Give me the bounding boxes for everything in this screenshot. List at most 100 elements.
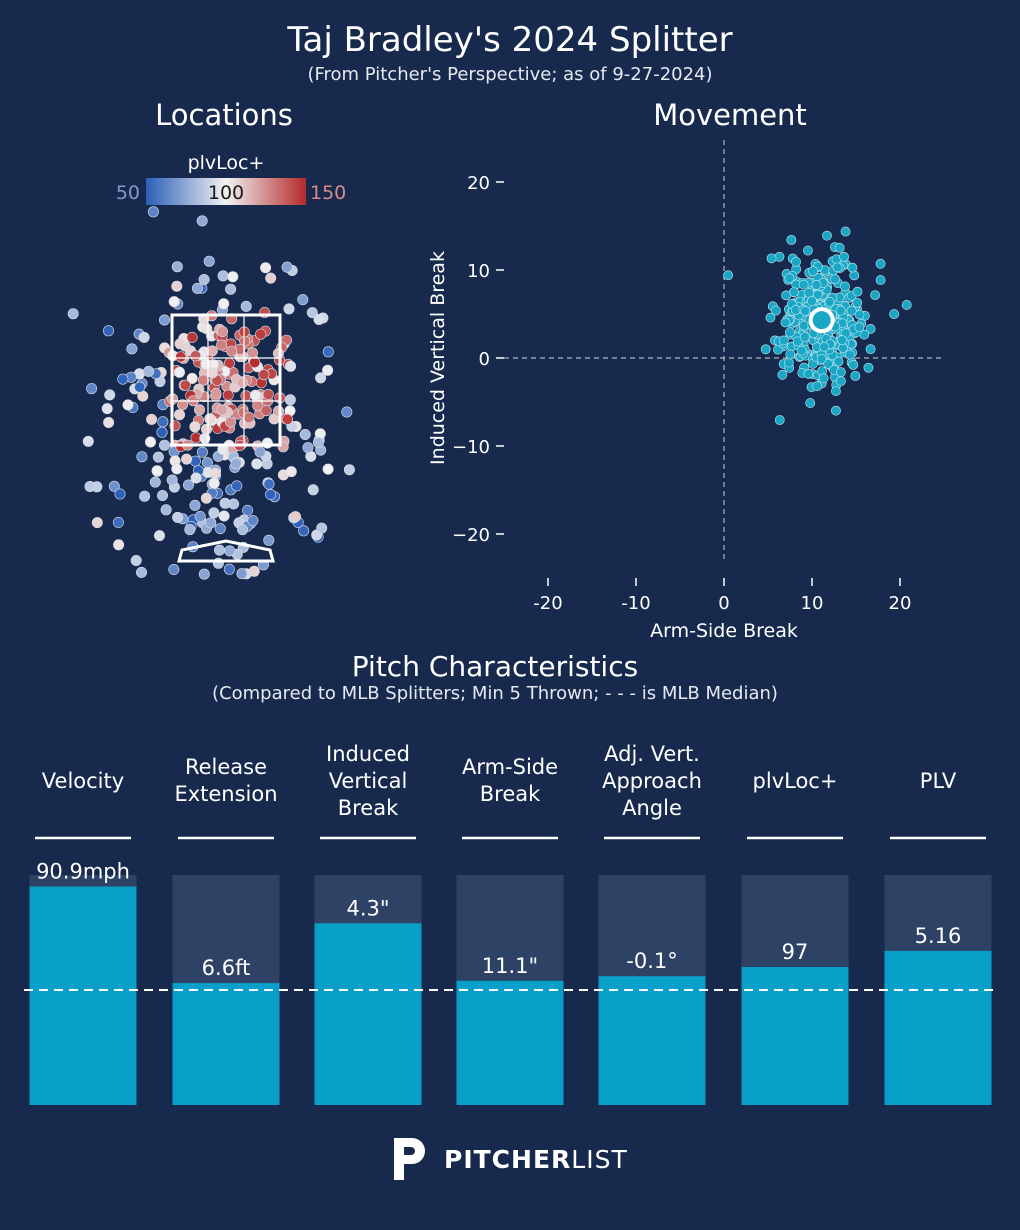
location-point bbox=[82, 435, 94, 447]
location-point bbox=[168, 563, 180, 575]
movement-point bbox=[803, 368, 814, 379]
metric-label: Adj. Vert. Approach Angle bbox=[602, 741, 702, 820]
metric-bar bbox=[741, 967, 849, 1105]
metric-bar bbox=[884, 950, 992, 1105]
location-point bbox=[201, 323, 213, 335]
movement-point bbox=[811, 279, 822, 290]
location-point bbox=[186, 372, 198, 384]
movement-point bbox=[889, 309, 900, 319]
movement-point bbox=[852, 297, 863, 308]
location-point bbox=[143, 365, 155, 377]
characteristics-bars: 90.9mph 6.6ft 4.3" 11.1" -0.1° 97 5.16 bbox=[24, 836, 998, 1105]
movement-point bbox=[830, 274, 840, 285]
movement-point bbox=[785, 327, 795, 338]
movement-point bbox=[785, 349, 796, 360]
location-point bbox=[171, 261, 183, 273]
movement-point bbox=[824, 296, 835, 307]
location-point bbox=[157, 489, 169, 501]
movement-point bbox=[816, 354, 827, 364]
location-point bbox=[112, 516, 124, 528]
movement-point bbox=[835, 305, 846, 316]
movement-point bbox=[901, 300, 912, 310]
y-tick-label: −20 bbox=[452, 525, 490, 546]
movement-point bbox=[823, 358, 834, 369]
metric-value: -0.1° bbox=[626, 949, 677, 973]
location-point bbox=[316, 522, 328, 534]
movement-point bbox=[831, 405, 841, 416]
location-point bbox=[189, 421, 201, 433]
metric-value: 6.6ft bbox=[202, 956, 251, 980]
location-point bbox=[197, 374, 209, 386]
metric-bar bbox=[456, 980, 564, 1105]
location-point bbox=[183, 479, 195, 491]
location-point bbox=[289, 511, 301, 523]
movement-points bbox=[723, 226, 912, 425]
location-point bbox=[218, 298, 230, 310]
location-point bbox=[217, 326, 229, 338]
location-point bbox=[242, 504, 254, 516]
x-axis-ticks: -20 -10 0 10 20 bbox=[533, 578, 911, 614]
y-tick-label: 20 bbox=[467, 173, 490, 194]
movement-point bbox=[832, 262, 843, 273]
location-point bbox=[103, 416, 115, 428]
movement-plot: 20 10 0 −10 −20 -20 -10 0 10 20 Arm-Side Break I… bbox=[427, 140, 944, 642]
location-point bbox=[322, 463, 334, 475]
location-points bbox=[67, 206, 355, 580]
location-point bbox=[166, 474, 178, 486]
x-tick-label: 0 bbox=[718, 593, 729, 614]
location-point bbox=[298, 525, 310, 537]
location-point bbox=[108, 480, 120, 492]
colorbar-min-label: 50 bbox=[116, 182, 140, 204]
location-point bbox=[122, 399, 134, 411]
movement-point bbox=[822, 230, 832, 241]
metric-label: PLV bbox=[919, 768, 957, 793]
metric-label: Induced Vertical Break bbox=[326, 741, 410, 820]
location-point bbox=[159, 439, 171, 451]
location-point bbox=[255, 328, 267, 340]
location-point bbox=[206, 367, 218, 379]
location-point bbox=[216, 404, 228, 416]
movement-point bbox=[766, 253, 777, 264]
movement-point bbox=[840, 226, 851, 237]
movement-point bbox=[839, 251, 849, 262]
movement-point bbox=[863, 362, 874, 373]
home-plate bbox=[177, 539, 275, 563]
movement-point bbox=[799, 332, 810, 342]
location-point bbox=[283, 303, 295, 315]
movement-point bbox=[837, 335, 847, 346]
location-point bbox=[145, 436, 157, 448]
movement-point bbox=[792, 336, 803, 347]
movement-point bbox=[804, 287, 814, 298]
location-point bbox=[306, 307, 318, 319]
location-point bbox=[299, 428, 311, 440]
location-point bbox=[117, 373, 129, 385]
movement-point bbox=[865, 324, 876, 334]
location-point bbox=[190, 350, 202, 362]
location-point bbox=[312, 437, 324, 449]
metric-bar bbox=[598, 976, 706, 1105]
location-point bbox=[184, 524, 196, 536]
location-point bbox=[103, 325, 115, 337]
location-point bbox=[343, 464, 355, 476]
location-point bbox=[138, 331, 150, 343]
location-point bbox=[210, 387, 222, 399]
movement-point bbox=[798, 279, 809, 290]
movement-point bbox=[848, 359, 859, 370]
location-point bbox=[322, 346, 334, 358]
location-point bbox=[214, 544, 226, 556]
movement-point bbox=[870, 290, 881, 300]
location-point bbox=[260, 405, 272, 417]
location-point bbox=[203, 255, 215, 267]
locations-plot: plvLoc+ 50 100 150 bbox=[67, 152, 355, 580]
pitcherlist-logo-text: PITCHERLIST bbox=[444, 1145, 628, 1174]
location-point bbox=[174, 338, 186, 350]
location-point bbox=[313, 314, 325, 326]
location-point bbox=[226, 345, 238, 357]
location-point bbox=[177, 399, 189, 411]
location-point bbox=[209, 467, 221, 479]
movement-point bbox=[774, 415, 785, 425]
y-axis-ticks: 20 10 0 −10 −20 bbox=[452, 173, 504, 546]
location-point bbox=[198, 274, 210, 286]
location-point bbox=[208, 477, 220, 489]
location-point bbox=[223, 563, 235, 575]
